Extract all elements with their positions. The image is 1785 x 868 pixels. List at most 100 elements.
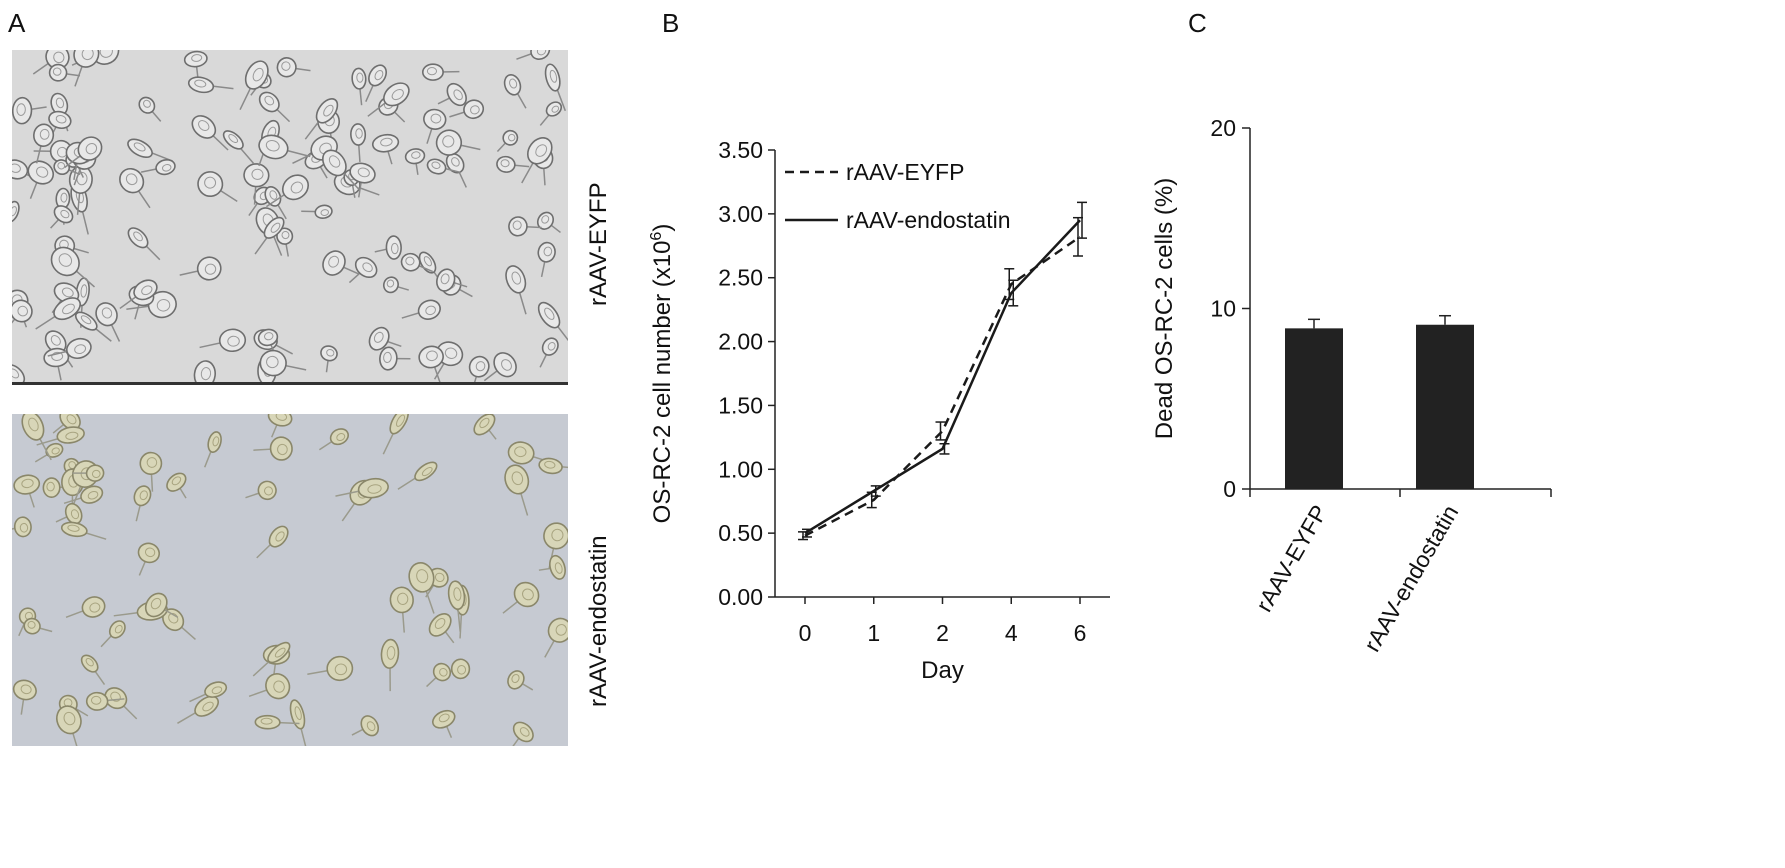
cell [252, 641, 291, 677]
cell [127, 138, 173, 162]
cell [322, 149, 360, 190]
cell [179, 256, 222, 281]
panel-letter-c: C [1188, 8, 1207, 38]
cell [48, 110, 72, 140]
bar [1416, 324, 1474, 489]
cell [449, 99, 485, 120]
x-tick-label: rAAV-EYFP [1251, 501, 1333, 617]
cell [389, 586, 414, 633]
y-tick-label: 3.50 [718, 137, 763, 163]
cell [65, 596, 106, 618]
cell [193, 360, 216, 382]
x-tick-label: rAAV-endostatin [1359, 501, 1464, 656]
x-tick-label: 0 [799, 620, 812, 646]
cell [12, 679, 37, 715]
cell [496, 155, 530, 173]
cell [436, 268, 468, 292]
cell [139, 451, 163, 492]
cell [367, 82, 410, 117]
micrograph-endostatin [12, 414, 568, 746]
cell [544, 617, 568, 658]
y-axis-label-superscript: 6 [648, 232, 665, 241]
bar-chart-axes: 0 10 20 [1210, 115, 1552, 502]
cell [307, 655, 354, 682]
cell [50, 246, 96, 288]
image-label-endostatin: rAAV-endostatin [585, 535, 612, 707]
cell [56, 705, 82, 746]
cell [259, 349, 307, 377]
cell [197, 171, 238, 202]
cell [521, 137, 553, 184]
cell [42, 477, 74, 499]
cell [432, 709, 456, 739]
cell [53, 159, 81, 176]
cell [12, 516, 32, 538]
cell [468, 355, 490, 382]
cell [428, 613, 455, 644]
cell [50, 205, 74, 229]
cell [64, 136, 103, 169]
cell [505, 265, 527, 315]
panel-letter-b: B [662, 8, 680, 38]
y-axis-label: OS-RC-2 cell number (x106) [648, 224, 676, 524]
cell [379, 346, 411, 371]
cell [48, 63, 81, 82]
cell [189, 681, 228, 703]
cell [335, 477, 389, 499]
cell [27, 160, 55, 199]
y-tick-label: 3.00 [718, 201, 763, 227]
cell [516, 50, 551, 60]
cell [119, 167, 151, 209]
cell [85, 691, 125, 711]
cell [133, 485, 152, 522]
panel-letter-a: A [8, 8, 26, 38]
x-tick-label: 2 [936, 620, 949, 646]
bar-chart: 0 10 20 rAAV-EYFP rAAV-endostatin Dead OS-R… [1151, 115, 1552, 656]
cell [276, 57, 311, 78]
cell [33, 123, 55, 164]
cell [23, 617, 53, 635]
legend-label: rAAV-EYFP [846, 159, 964, 185]
cell [12, 364, 35, 382]
image-divider [12, 382, 568, 385]
cell [222, 130, 254, 164]
cell [254, 216, 285, 255]
cell [243, 163, 270, 205]
cell [187, 76, 234, 94]
cell [421, 63, 460, 81]
cell [245, 480, 277, 501]
bar [1285, 328, 1343, 489]
cell [539, 337, 559, 368]
cell [426, 158, 461, 175]
cell [127, 227, 161, 261]
cell [538, 554, 566, 580]
cell [320, 345, 338, 373]
series-line [804, 235, 1081, 537]
cell [350, 123, 367, 162]
cell [351, 67, 367, 106]
cell [437, 82, 467, 107]
micrograph-background [12, 50, 568, 382]
cell [423, 108, 447, 144]
line-chart: 0.00 0.50 1.00 1.50 2.00 2.50 3.00 3.50 0 1 2 4 6 rA… [648, 137, 1110, 684]
cell [289, 699, 308, 746]
cell [322, 250, 360, 276]
y-axis-label: Dead OS-RC-2 cells (%) [1151, 178, 1178, 439]
cell [496, 129, 519, 153]
micrograph-background [12, 414, 568, 746]
cell [397, 461, 438, 490]
cell [447, 580, 466, 632]
x-tick-label: 1 [867, 620, 880, 646]
cell [365, 64, 387, 102]
cell [35, 297, 81, 330]
series-line [804, 219, 1081, 535]
cell [276, 227, 294, 257]
cell [382, 276, 409, 294]
cell [104, 687, 138, 720]
y-tick-label: 1.00 [718, 456, 763, 482]
cell [508, 216, 542, 237]
cell [401, 299, 441, 320]
x-axis-label: Day [921, 657, 964, 684]
cell [374, 235, 402, 260]
cell [445, 153, 467, 188]
